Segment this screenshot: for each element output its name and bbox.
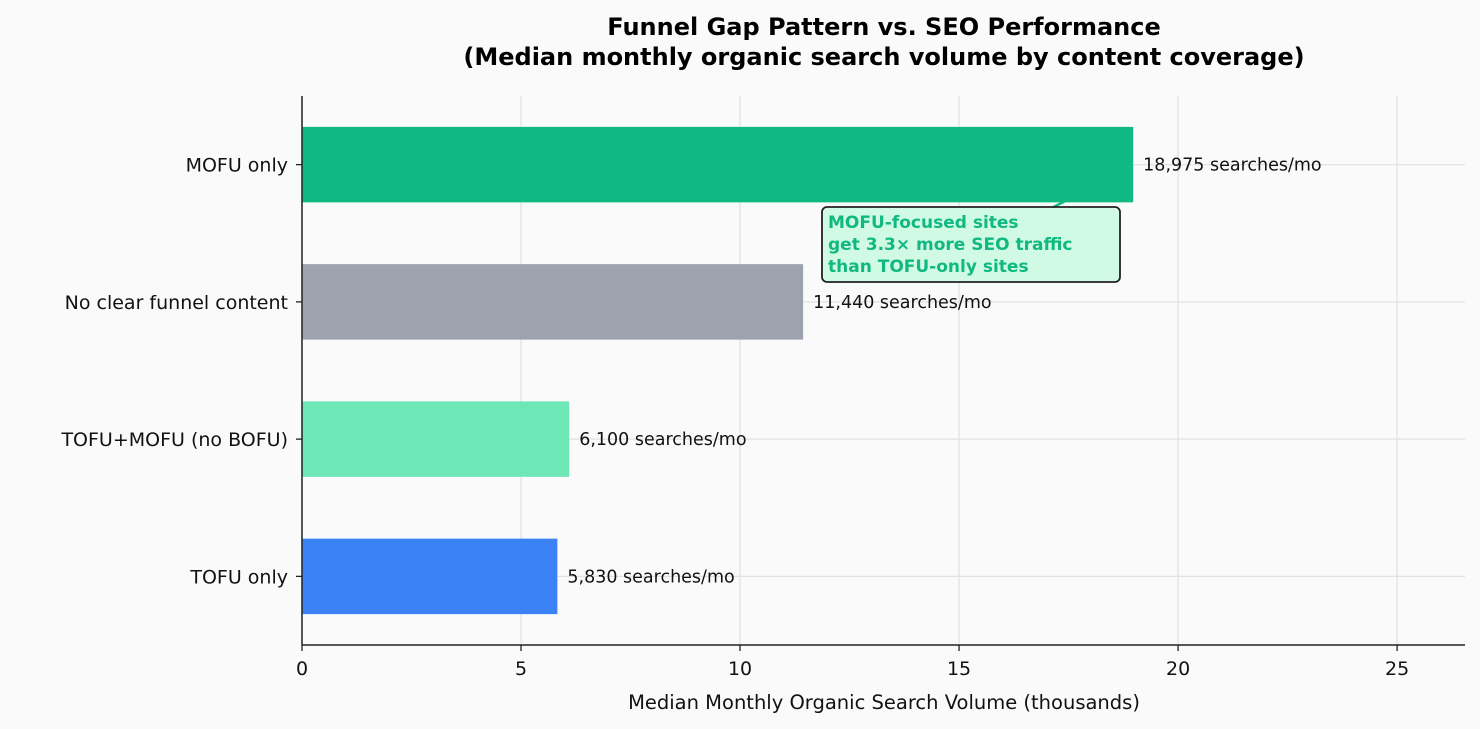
x-tick-label: 10 bbox=[728, 658, 752, 680]
y-tick-label: No clear funnel content bbox=[65, 292, 288, 314]
x-axis-label: Median Monthly Organic Search Volume (th… bbox=[628, 691, 1140, 714]
y-tick-label: TOFU only bbox=[189, 566, 288, 588]
y-tick-label: TOFU+MOFU (no BOFU) bbox=[60, 429, 288, 451]
bar bbox=[302, 401, 570, 477]
annotation-box bbox=[821, 206, 1121, 283]
x-tick-label: 15 bbox=[947, 658, 971, 680]
bar bbox=[302, 538, 558, 615]
x-tick-label: 0 bbox=[296, 658, 308, 680]
bar-value-label: 5,830 searches/mo bbox=[567, 567, 734, 587]
bar-value-label: 6,100 searches/mo bbox=[579, 430, 746, 450]
chart-title: Funnel Gap Pattern vs. SEO Performance bbox=[607, 13, 1161, 41]
bar-value-label: 18,975 searches/mo bbox=[1143, 156, 1321, 176]
annotation-text: get 3.3× more SEO traffic bbox=[828, 235, 1073, 255]
data-labels: 18,975 searches/mo 11,440 searches/mo 6,10… bbox=[567, 156, 1321, 588]
x-tick-label: 25 bbox=[1385, 658, 1409, 680]
bars bbox=[302, 126, 1134, 615]
annotation-text: than TOFU-only sites bbox=[828, 257, 1029, 277]
bar-value-label: 11,440 searches/mo bbox=[813, 293, 991, 313]
annotation-text: MOFU-focused sites bbox=[828, 213, 1019, 233]
y-tick-label: MOFU only bbox=[186, 155, 288, 177]
x-tick-label: 5 bbox=[515, 658, 527, 680]
bar bbox=[302, 264, 804, 340]
axes: 0 5 10 15 20 25 MOFU only No clear funnel conte… bbox=[60, 96, 1465, 680]
chart-subtitle: (Median monthly organic search volume by… bbox=[463, 43, 1304, 71]
bar bbox=[302, 126, 1134, 203]
x-tick-label: 20 bbox=[1166, 658, 1190, 680]
